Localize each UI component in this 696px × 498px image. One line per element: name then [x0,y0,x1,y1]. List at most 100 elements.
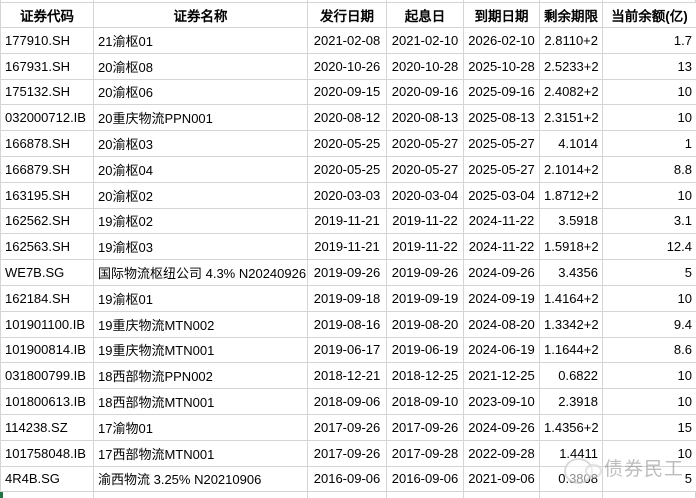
table-cell[interactable]: 17西部物流MTN001 [93,439,308,467]
table-cell[interactable]: 2019-09-19 [386,284,464,312]
table-cell[interactable]: 20渝枢08 [93,52,308,80]
table-cell[interactable]: 2024-09-19 [463,284,540,312]
table-cell[interactable]: 2025-10-28 [463,52,540,80]
table-cell[interactable]: 1 [602,130,696,157]
table-cell[interactable]: 19渝枢02 [93,207,308,235]
table-cell[interactable]: 13 [602,52,696,80]
table-cell[interactable]: 101901100.IB [0,310,94,338]
table-cell[interactable]: 1.4164+2 [539,284,603,312]
table-cell[interactable]: 2017-09-26 [386,413,464,441]
table-cell[interactable]: 1.4411 [539,439,603,467]
table-cell[interactable]: 2019-08-20 [386,310,464,338]
table-cell[interactable]: 167931.SH [0,52,94,80]
table-cell[interactable]: 20渝枢03 [93,130,308,157]
table-cell[interactable]: 162563.SH [0,233,94,261]
table-cell[interactable]: 1.4356+2 [539,413,603,441]
table-cell[interactable]: 2019-11-22 [386,207,464,235]
table-cell[interactable]: 10 [602,181,696,209]
table-cell[interactable]: 2018-09-10 [386,388,464,415]
table-cell[interactable]: 18西部物流MTN001 [93,388,308,415]
table-cell[interactable]: 162562.SH [0,207,94,235]
table-cell[interactable]: 2020-03-04 [386,181,464,209]
table-cell[interactable]: 21渝枢01 [93,27,308,54]
table-cell[interactable]: 2016-09-06 [307,465,387,493]
table-cell[interactable]: 2017-09-26 [307,439,387,467]
table-cell[interactable]: 8.6 [602,336,696,364]
table-cell[interactable]: 2020-10-28 [386,52,464,80]
table-cell[interactable]: 2020-03-03 [307,181,387,209]
table-cell[interactable]: 17渝物01 [93,413,308,441]
table-cell[interactable]: 2024-06-19 [463,336,540,364]
table-cell[interactable]: 20重庆物流PPN001 [93,104,308,132]
table-cell[interactable]: 3.5918 [539,207,603,235]
column-header[interactable]: 发行日期 [307,2,387,28]
table-cell[interactable]: 031800799.IB [0,362,94,390]
table-cell[interactable]: 2019-11-22 [386,233,464,261]
table-cell[interactable]: 2020-05-27 [386,155,464,183]
table-cell[interactable]: 2020-05-25 [307,155,387,183]
table-cell[interactable]: 2024-09-26 [463,413,540,441]
table-cell[interactable]: 2019-11-21 [307,233,387,261]
table-cell[interactable]: 2025-05-27 [463,130,540,157]
table-cell[interactable]: 2023-09-10 [463,388,540,415]
table-cell[interactable]: 2025-09-16 [463,78,540,106]
table-cell[interactable]: 19渝枢03 [93,233,308,261]
column-header[interactable]: 剩余期限 [539,2,603,28]
table-cell[interactable]: 2021-02-10 [386,27,464,54]
table-cell[interactable]: 2017-09-28 [386,439,464,467]
table-cell[interactable]: 19重庆物流MTN002 [93,310,308,338]
table-cell[interactable]: 2020-08-13 [386,104,464,132]
table-cell[interactable]: 8.8 [602,155,696,183]
table-cell[interactable]: 2024-09-26 [463,259,540,286]
table-cell[interactable]: 15 [602,413,696,441]
table-cell[interactable]: 2018-12-25 [386,362,464,390]
table-cell[interactable]: 2019-09-18 [307,284,387,312]
table-cell[interactable]: 10 [602,439,696,467]
table-cell[interactable]: 20渝枢04 [93,155,308,183]
table-cell[interactable]: 2.3151+2 [539,104,603,132]
table-cell[interactable]: 175132.SH [0,78,94,106]
table-cell[interactable]: 10 [602,104,696,132]
table-cell[interactable]: 10 [602,388,696,415]
table-cell[interactable]: 2016-09-06 [386,465,464,493]
table-cell[interactable]: 2024-11-22 [463,233,540,261]
table-cell[interactable]: 2019-09-26 [307,259,387,286]
table-cell[interactable]: 1.1644+2 [539,336,603,364]
table-cell[interactable]: 20渝枢06 [93,78,308,106]
table-cell[interactable]: 177910.SH [0,27,94,54]
table-cell[interactable]: 5 [602,465,696,493]
table-cell[interactable]: 2.8110+2 [539,27,603,54]
table-cell[interactable]: 2021-12-25 [463,362,540,390]
table-cell[interactable]: 2025-05-27 [463,155,540,183]
column-header[interactable]: 起息日 [386,2,464,28]
table-cell[interactable]: 2019-08-16 [307,310,387,338]
table-cell[interactable]: 国际物流枢纽公司 4.3% N20240926 [93,259,308,286]
table-cell[interactable]: 101758048.IB [0,439,94,467]
table-cell[interactable]: 2020-10-26 [307,52,387,80]
column-header[interactable]: 证券代码 [0,2,94,28]
table-cell[interactable]: 1.7 [602,27,696,54]
table-cell[interactable]: 2017-09-26 [307,413,387,441]
table-cell[interactable]: 2025-08-13 [463,104,540,132]
table-cell[interactable]: 166879.SH [0,155,94,183]
table-cell[interactable]: 2020-05-27 [386,130,464,157]
table-cell[interactable]: 18西部物流PPN002 [93,362,308,390]
table-cell[interactable]: 9.4 [602,310,696,338]
table-cell[interactable]: 162184.SH [0,284,94,312]
table-cell[interactable]: 2026-02-10 [463,27,540,54]
table-cell[interactable]: 2022-09-28 [463,439,540,467]
table-cell[interactable]: WE7B.SG [0,259,94,286]
table-cell[interactable]: 1.8712+2 [539,181,603,209]
table-cell[interactable]: 渝西物流 3.25% N20210906 [93,465,308,493]
table-cell[interactable]: 2019-06-17 [307,336,387,364]
column-header[interactable]: 当前余额(亿) [602,2,696,28]
table-cell[interactable]: 12.4 [602,233,696,261]
table-cell[interactable]: 2020-05-25 [307,130,387,157]
table-cell[interactable]: 2025-03-04 [463,181,540,209]
column-header[interactable]: 证券名称 [93,2,308,28]
table-cell[interactable]: 3.4356 [539,259,603,286]
table-cell[interactable]: 2018-09-06 [307,388,387,415]
table-cell[interactable]: 5 [602,259,696,286]
table-cell[interactable]: 2020-09-15 [307,78,387,106]
table-cell[interactable]: 19重庆物流MTN001 [93,336,308,364]
